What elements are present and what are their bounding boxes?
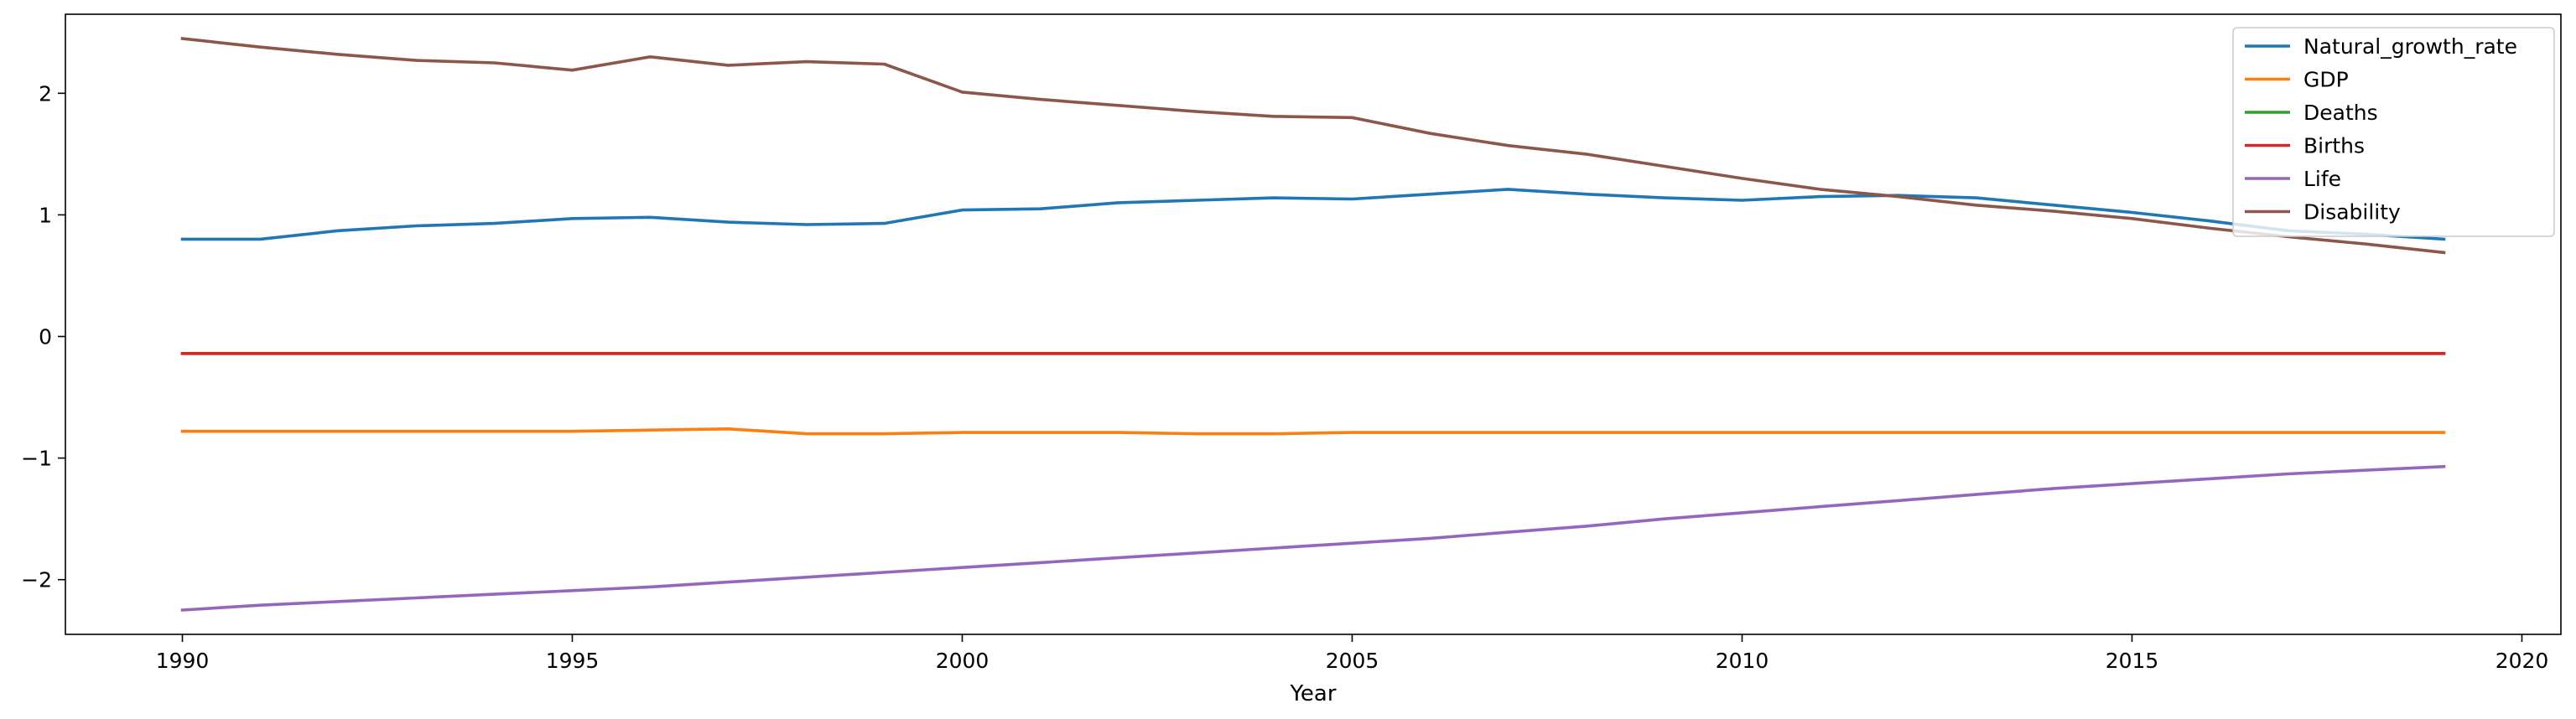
x-tick-label: 1995 [546,649,600,673]
legend-box [2232,27,2555,237]
y-tick-label: 0 [39,325,52,349]
x-tick-label: 2020 [2496,649,2549,673]
x-tick-label: 2015 [2106,649,2159,673]
legend-label: Natural_growth_rate [2303,34,2517,59]
y-tick-label: 1 [39,203,52,227]
legend: Natural_growth_rate GDP Deaths Births Life Di… [2232,27,2555,237]
series-line-disability [180,37,2446,255]
series-line-natural-growth-rate [180,188,2446,241]
y-tick-label: −2 [21,568,52,592]
x-tick-label: 2000 [936,649,989,673]
y-axis: −2 −1 0 1 2 [21,81,65,592]
series-layer [180,37,2446,612]
y-tick-label: −1 [21,447,52,471]
x-axis-label: Year [1289,681,1336,706]
legend-label: Disability [2303,200,2401,225]
x-tick-label: 1990 [156,649,210,673]
legend-label: Deaths [2303,101,2378,125]
x-tick-label: 2010 [1716,649,1769,673]
y-tick-label: 2 [39,81,52,106]
series-line-gdp [180,427,2446,436]
x-axis: 1990 1995 2000 2005 2010 2015 2020 [156,634,2549,673]
legend-label: Life [2303,167,2341,191]
x-tick-label: 2005 [1326,649,1379,673]
plot-area-frame [65,13,2562,635]
legend-label: GDP [2303,68,2349,92]
series-line-life [180,464,2446,612]
legend-label: Births [2303,134,2365,158]
